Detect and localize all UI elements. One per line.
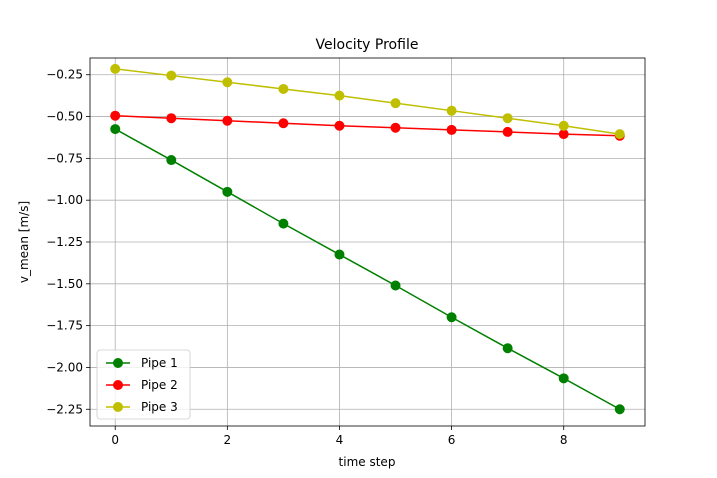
series-line-pipe-2 (115, 114, 620, 137)
data-point-pipe-1 (166, 155, 177, 166)
legend-label-pipe-2: Pipe 2 (141, 378, 178, 392)
x-tick-label: 6 (448, 433, 456, 447)
legend-marker-pipe-1 (113, 358, 123, 368)
data-point-pipe-1 (390, 280, 401, 291)
data-point-pipe-2 (446, 124, 457, 135)
legend: Pipe 1 Pipe 2 Pipe 3 (96, 349, 191, 420)
y-tick-label: −0.25 (46, 68, 83, 82)
y-tick-label: −0.75 (46, 151, 83, 165)
x-tick-label: 2 (224, 433, 232, 447)
data-point-pipe-1 (558, 373, 569, 384)
data-point-pipe-2 (166, 113, 177, 124)
data-point-pipe-1 (446, 312, 457, 323)
x-tick-label: 8 (560, 433, 568, 447)
y-tick-label: −1.50 (46, 277, 83, 291)
y-tick-label: −0.50 (46, 110, 83, 124)
data-point-pipe-2 (390, 122, 401, 133)
data-point-pipe-1 (110, 124, 121, 135)
data-point-pipe-2 (502, 126, 513, 137)
data-point-pipe-1 (502, 343, 513, 354)
data-point-pipe-1 (278, 218, 289, 229)
data-point-pipe-3 (166, 70, 177, 81)
data-point-pipe-3 (614, 129, 625, 140)
x-tick-label: 0 (111, 433, 119, 447)
data-point-pipe-1 (614, 404, 625, 415)
data-point-pipe-2 (278, 118, 289, 129)
x-tick-label: 4 (336, 433, 344, 447)
data-point-pipe-3 (502, 113, 513, 124)
data-point-pipe-3 (446, 105, 457, 116)
y-axis: −2.25 −2.00 −1.75 −1.50 −1.25 −1.00 −0.75 −0.50… (46, 68, 90, 416)
grid-lines (90, 58, 645, 426)
legend-label-pipe-3: Pipe 3 (141, 400, 178, 414)
y-tick-label: −1.25 (46, 235, 83, 249)
series-layer (110, 63, 625, 415)
data-point-pipe-3 (222, 77, 233, 88)
legend-marker-pipe-2 (113, 380, 123, 390)
series-line-pipe-1 (114, 128, 621, 410)
data-point-pipe-3 (334, 90, 345, 101)
data-point-pipe-1 (334, 249, 345, 260)
data-point-pipe-3 (390, 98, 401, 109)
data-point-pipe-3 (278, 83, 289, 94)
chart-title: Velocity Profile (316, 37, 419, 53)
data-point-pipe-2 (334, 120, 345, 131)
y-tick-label: −1.00 (46, 193, 83, 207)
data-point-pipe-3 (110, 63, 121, 74)
legend-marker-pipe-3 (113, 402, 123, 412)
data-point-pipe-2 (222, 115, 233, 126)
series-line-pipe-3 (115, 68, 620, 135)
x-axis: 0 2 4 6 8 (111, 426, 568, 447)
data-point-pipe-1 (222, 186, 233, 197)
y-tick-label: −2.00 (46, 360, 83, 374)
data-point-pipe-2 (110, 110, 121, 121)
data-point-pipe-2 (558, 129, 569, 140)
legend-label-pipe-1: Pipe 1 (141, 356, 178, 370)
y-tick-label: −1.75 (46, 319, 83, 333)
data-point-pipe-3 (558, 120, 569, 131)
y-axis-label: v_mean [m/s] (17, 201, 31, 283)
y-tick-label: −2.25 (46, 402, 83, 416)
x-axis-label: time step (339, 455, 396, 469)
